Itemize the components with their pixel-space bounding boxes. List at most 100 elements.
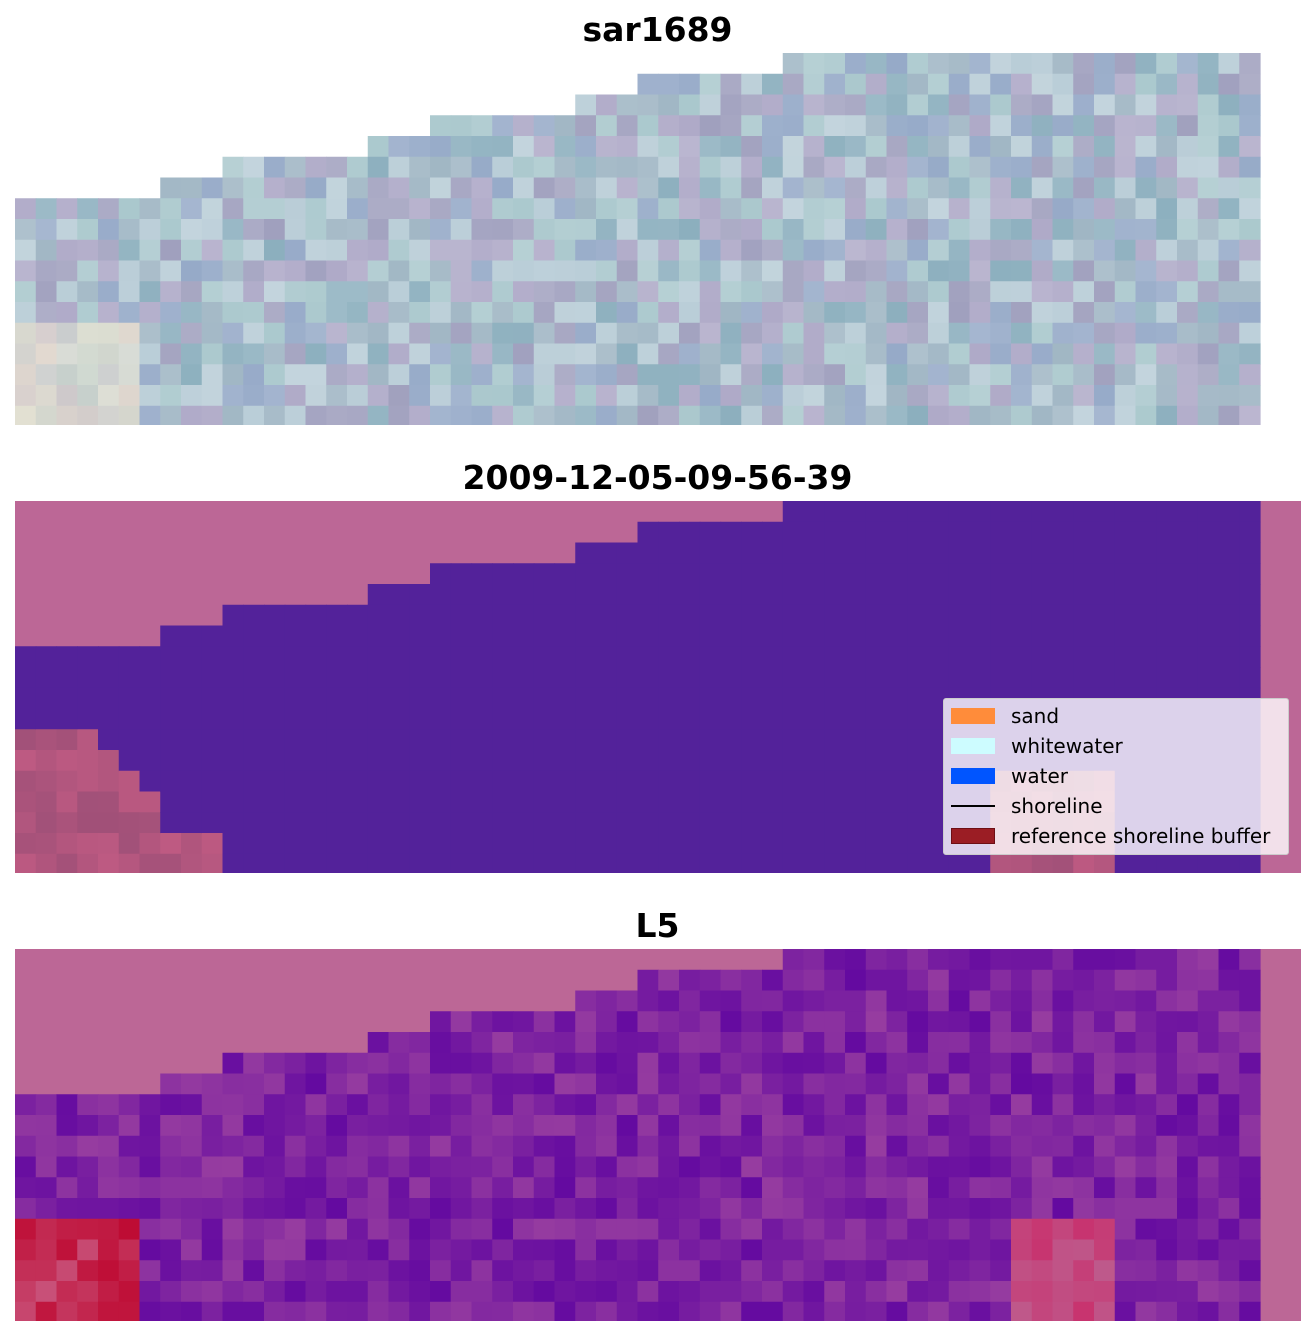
land-pixel bbox=[15, 833, 37, 855]
rgb-pixel bbox=[450, 281, 473, 303]
index-pixel bbox=[845, 1135, 867, 1158]
rgb-pixel bbox=[554, 115, 576, 137]
rgb-pixel bbox=[409, 177, 431, 199]
rgb-pixel bbox=[699, 177, 722, 199]
rgb-pixel bbox=[948, 302, 971, 324]
water-pixel bbox=[803, 604, 825, 627]
index-pixel bbox=[1011, 1094, 1033, 1116]
water-pixel bbox=[845, 687, 867, 710]
water-pixel bbox=[1114, 521, 1137, 544]
water-pixel bbox=[243, 853, 265, 873]
index-pixel bbox=[679, 1135, 701, 1158]
water-pixel bbox=[98, 729, 120, 751]
water-pixel bbox=[1218, 604, 1240, 627]
rgb-pixel bbox=[1031, 219, 1054, 241]
index-pixel bbox=[15, 1135, 37, 1158]
rgb-pixel bbox=[409, 364, 431, 386]
index-pixel bbox=[1135, 1218, 1157, 1241]
index-pixel bbox=[222, 1260, 244, 1282]
index-pixel bbox=[1239, 1135, 1261, 1158]
index-pixel bbox=[201, 1218, 224, 1241]
index-pixel bbox=[865, 1156, 888, 1178]
index-pixel bbox=[1156, 1281, 1178, 1303]
index-pixel bbox=[533, 1052, 556, 1075]
water-pixel bbox=[492, 750, 514, 772]
water-pixel bbox=[1114, 542, 1137, 564]
water-pixel bbox=[1052, 604, 1074, 627]
rgb-pixel bbox=[824, 94, 846, 116]
rgb-pixel bbox=[699, 260, 722, 282]
rgb-pixel bbox=[907, 239, 929, 262]
index-pixel bbox=[430, 1239, 452, 1261]
rgb-pixel bbox=[1094, 260, 1116, 282]
index-pixel bbox=[471, 1052, 493, 1075]
rgb-pixel bbox=[15, 385, 37, 407]
rgb-pixel bbox=[1135, 281, 1157, 303]
index-pixel bbox=[305, 1177, 327, 1199]
water-pixel bbox=[1197, 584, 1220, 606]
index-pixel bbox=[886, 1032, 908, 1054]
rgb-pixel bbox=[201, 364, 224, 386]
index-pixel bbox=[367, 1115, 390, 1137]
index-pixel bbox=[990, 990, 1012, 1012]
index-pixel bbox=[1114, 1073, 1137, 1095]
rgb-pixel bbox=[948, 405, 971, 425]
index-pixel bbox=[77, 1198, 99, 1220]
index-pixel bbox=[409, 1135, 431, 1158]
rgb-pixel bbox=[928, 198, 950, 220]
rgb-pixel bbox=[699, 364, 722, 386]
index-pixel bbox=[596, 1260, 618, 1282]
index-pixel bbox=[98, 1301, 120, 1321]
rgb-pixel bbox=[990, 156, 1012, 179]
index-pixel bbox=[347, 1218, 369, 1241]
water-pixel bbox=[284, 687, 307, 710]
land-pixel bbox=[98, 833, 120, 855]
index-pixel bbox=[886, 1218, 908, 1241]
land-pixel bbox=[1011, 853, 1033, 873]
land-pixel bbox=[35, 729, 58, 751]
water-pixel bbox=[56, 687, 78, 710]
rgb-pixel bbox=[367, 364, 390, 386]
rgb-pixel bbox=[637, 136, 659, 158]
index-pixel bbox=[907, 1052, 929, 1075]
rgb-pixel bbox=[803, 385, 825, 407]
rgb-pixel bbox=[907, 260, 929, 282]
index-pixel bbox=[969, 990, 991, 1012]
rgb-pixel bbox=[679, 156, 701, 179]
index-pixel bbox=[1177, 1281, 1199, 1303]
rgb-pixel bbox=[347, 156, 369, 179]
rgb-pixel bbox=[533, 136, 556, 158]
rgb-pixel bbox=[554, 260, 576, 282]
water-pixel bbox=[720, 750, 742, 772]
index-pixel bbox=[305, 1281, 327, 1303]
rgb-pixel bbox=[762, 177, 784, 199]
water-pixel bbox=[1218, 542, 1240, 564]
index-pixel bbox=[1073, 1301, 1095, 1321]
water-pixel bbox=[782, 833, 805, 855]
index-pixel bbox=[948, 1094, 971, 1116]
rgb-pixel bbox=[720, 177, 742, 199]
water-pixel bbox=[1073, 563, 1095, 585]
water-pixel bbox=[1156, 667, 1178, 689]
rgb-pixel bbox=[762, 260, 784, 282]
water-pixel bbox=[1031, 667, 1054, 689]
index-pixel bbox=[907, 1156, 929, 1178]
index-pixel bbox=[679, 1281, 701, 1303]
index-pixel bbox=[326, 1094, 348, 1116]
land-pixel bbox=[15, 729, 37, 751]
index-pixel bbox=[1031, 1032, 1054, 1054]
rgb-pixel bbox=[990, 219, 1012, 241]
rgb-pixel bbox=[699, 198, 722, 220]
water-pixel bbox=[471, 563, 493, 585]
water-pixel bbox=[845, 791, 867, 813]
rgb-pixel bbox=[679, 322, 701, 345]
rgb-pixel bbox=[699, 405, 722, 425]
index-pixel bbox=[554, 1156, 576, 1178]
index-pixel bbox=[1073, 1011, 1095, 1033]
rgb-pixel bbox=[679, 364, 701, 386]
rgb-pixel bbox=[865, 94, 888, 116]
water-pixel bbox=[409, 729, 431, 751]
index-pixel bbox=[741, 1198, 763, 1220]
rgb-pixel bbox=[1011, 405, 1033, 425]
index-pixel bbox=[284, 1135, 307, 1158]
